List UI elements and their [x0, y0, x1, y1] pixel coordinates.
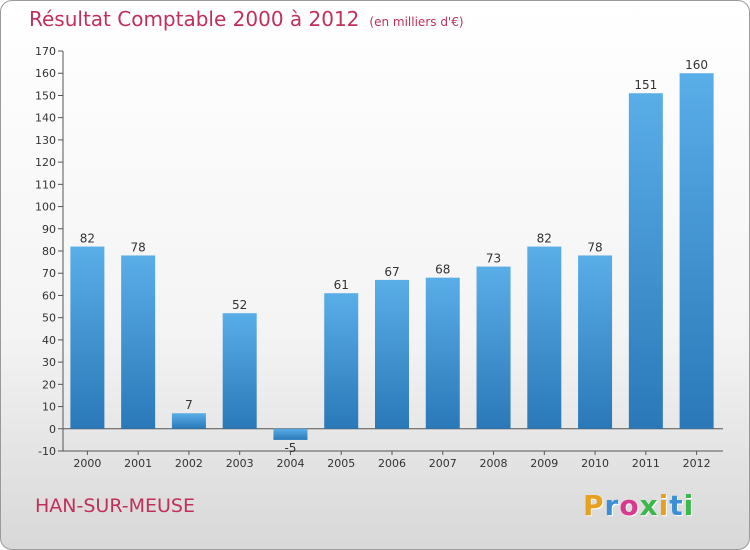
y-tick-label: 0	[49, 423, 56, 436]
bar	[628, 93, 663, 429]
bar	[578, 255, 613, 429]
data-label: 61	[334, 278, 349, 292]
x-tick-label: 2011	[632, 457, 660, 470]
y-tick-label: 20	[42, 378, 56, 391]
data-label: 78	[587, 240, 602, 254]
y-tick-label: 40	[42, 334, 56, 347]
y-tick-label: 80	[42, 245, 56, 258]
logo-letter: i	[683, 489, 695, 522]
x-tick-label: 2008	[480, 457, 508, 470]
bar	[324, 293, 359, 429]
x-tick-label: 2002	[175, 457, 203, 470]
data-label: -5	[284, 441, 296, 455]
bar	[679, 73, 714, 429]
y-tick-label: 110	[35, 178, 56, 191]
data-label: 67	[384, 265, 399, 279]
logo-letter: i	[658, 489, 670, 522]
bar	[527, 246, 562, 429]
data-label: 82	[537, 232, 552, 246]
data-label: 160	[685, 58, 708, 72]
data-label: 151	[634, 78, 657, 92]
proxiti-logo: Proxiti	[583, 489, 694, 522]
y-tick-label: 70	[42, 267, 56, 280]
logo-letter: P	[583, 489, 605, 522]
data-label: 52	[232, 298, 247, 312]
title-unit: (en milliers d'€)	[369, 15, 464, 29]
bar	[171, 413, 206, 429]
bar	[476, 266, 511, 429]
bar	[70, 246, 105, 429]
y-tick-label: 90	[42, 223, 56, 236]
x-tick-label: 2000	[73, 457, 101, 470]
y-tick-label: 150	[35, 89, 56, 102]
y-tick-label: 130	[35, 134, 56, 147]
chart-title: Résultat Comptable 2000 à 2012 (en millie…	[29, 7, 464, 31]
data-label: 73	[486, 252, 501, 266]
y-tick-label: 60	[42, 289, 56, 302]
y-tick-label: 10	[42, 401, 56, 414]
x-tick-label: 2009	[530, 457, 558, 470]
logo-letter: x	[639, 489, 659, 522]
bar	[425, 277, 460, 429]
x-tick-label: 2001	[124, 457, 152, 470]
x-tick-label: 2005	[327, 457, 355, 470]
x-tick-label: 2010	[581, 457, 609, 470]
y-tick-label: 100	[35, 201, 56, 214]
data-label: 68	[435, 263, 450, 277]
y-tick-label: 140	[35, 112, 56, 125]
x-tick-label: 2004	[276, 457, 304, 470]
data-label: 82	[80, 232, 95, 246]
title-text: Résultat Comptable 2000 à 2012	[29, 7, 360, 31]
commune-name: HAN-SUR-MEUSE	[35, 495, 195, 517]
y-tick-label: 170	[35, 45, 56, 58]
data-label: 78	[131, 240, 146, 254]
logo-letter: r	[604, 489, 620, 522]
y-tick-label: 160	[35, 67, 56, 80]
x-tick-label: 2006	[378, 457, 406, 470]
bar	[222, 313, 257, 429]
y-tick-label: 120	[35, 156, 56, 169]
logo-letter: t	[669, 489, 684, 522]
bar	[375, 279, 409, 429]
y-tick-label: 50	[42, 312, 56, 325]
logo-letter: o	[619, 489, 640, 522]
bar	[121, 255, 156, 429]
bar	[273, 428, 308, 440]
x-tick-label: 2003	[226, 457, 254, 470]
x-tick-label: 2007	[429, 457, 457, 470]
x-tick-label: 2012	[683, 457, 711, 470]
data-label: 7	[185, 398, 193, 412]
y-tick-label: -10	[38, 445, 56, 458]
y-tick-label: 30	[42, 356, 56, 369]
